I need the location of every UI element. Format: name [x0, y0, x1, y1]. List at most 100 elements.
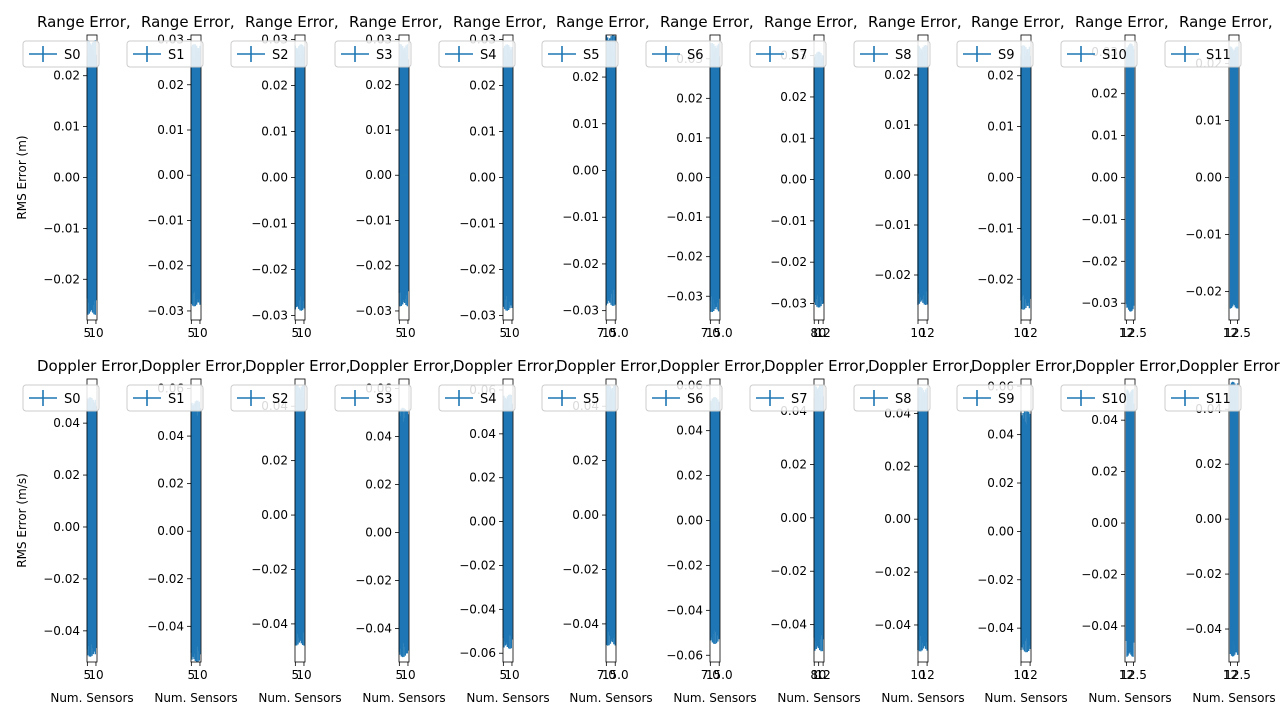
subplot-title: Doppler Error, — [453, 357, 558, 375]
subplot-doppler-2: Doppler Error,−0.04−0.020.000.020.04510N… — [230, 357, 350, 705]
y-tick-label: −0.02 — [1081, 568, 1118, 582]
subplot-title: Doppler Error, — [37, 357, 142, 375]
legend: S5 — [541, 40, 619, 68]
legend-box — [956, 40, 1034, 68]
legend: S7 — [749, 40, 827, 68]
legend: S3 — [334, 40, 412, 68]
y-tick-label: 0.02 — [780, 90, 807, 104]
y-tick-label: 0.00 — [157, 524, 184, 538]
y-tick-label: 0.02 — [469, 79, 496, 93]
x-tick-label: 5 — [396, 326, 404, 340]
y-tick-label: −0.02 — [355, 573, 392, 587]
axes-frame — [398, 378, 410, 663]
x-tick-label: 5 — [500, 326, 508, 340]
legend: S8 — [853, 384, 931, 412]
y-tick-label: 0.02 — [1195, 457, 1222, 471]
y-tick-label: −0.04 — [1081, 619, 1118, 633]
y-tick-label: 0.02 — [676, 469, 703, 483]
subplot-range-1: Range Error,−0.03−0.02−0.010.000.010.020… — [126, 13, 235, 340]
x-tick-label: 12 — [1119, 668, 1134, 682]
axes-frame — [605, 34, 617, 321]
legend-box — [853, 384, 931, 412]
y-tick-label: 0.00 — [365, 525, 392, 539]
x-tick-label: 10 — [811, 326, 826, 340]
y-tick-label: −0.03 — [666, 289, 703, 303]
x-axis-label: Num. Sensors — [984, 691, 1067, 705]
x-axis-label: Num. Sensors — [673, 691, 756, 705]
axes-frame — [917, 34, 929, 321]
y-tick-label: −0.06 — [666, 648, 703, 662]
y-tick-label: 0.01 — [572, 117, 599, 131]
legend-label: S9 — [998, 392, 1015, 407]
y-tick-label: 0.00 — [1195, 171, 1222, 185]
x-axis-label: Num. Sensors — [362, 691, 445, 705]
x-tick-label: 15.0 — [706, 326, 733, 340]
subplot-range-2: Range Error,−0.03−0.02−0.010.000.010.020… — [230, 13, 339, 340]
legend-box — [956, 384, 1034, 412]
legend: S5 — [541, 384, 619, 412]
axes-frame — [1124, 378, 1136, 663]
legend: S7 — [749, 384, 827, 412]
y-tick-label: 0.02 — [261, 454, 288, 468]
axes-frame — [190, 378, 202, 663]
x-tick-label: 5 — [292, 326, 300, 340]
y-tick-label: 0.00 — [469, 515, 496, 529]
y-tick-label: 0.02 — [469, 471, 496, 485]
y-tick-label: −0.02 — [874, 565, 911, 579]
y-tick-label: 0.02 — [676, 91, 703, 105]
axes-frame — [294, 378, 306, 663]
y-tick-label: 0.04 — [469, 427, 496, 441]
y-tick-label: 0.00 — [1091, 171, 1118, 185]
axes-frame — [86, 378, 98, 663]
x-tick-label: 5 — [188, 668, 196, 682]
y-tick-label: −0.02 — [459, 558, 496, 572]
legend-label: S2 — [272, 48, 289, 63]
legend-box — [541, 40, 619, 68]
legend-box — [438, 384, 516, 412]
y-tick-label: −0.04 — [459, 602, 496, 616]
y-tick-label: −0.03 — [251, 308, 288, 322]
y-tick-label: −0.02 — [666, 558, 703, 572]
x-tick-label: 10 — [88, 668, 103, 682]
y-tick-label: −0.02 — [770, 255, 807, 269]
legend-box — [749, 40, 827, 68]
y-tick-label: 0.01 — [780, 131, 807, 145]
x-tick-label: 5 — [84, 326, 92, 340]
subplot-range-0: Range Error, −0.02 −0.01 0.00 0.01 0.02 510 RMS… — [15, 13, 131, 340]
x-tick-label: 12 — [1022, 326, 1037, 340]
x-tick-label: 10 — [296, 326, 311, 340]
subplot-title: Doppler Error, — [868, 357, 973, 375]
y-tick-label: −0.01 — [770, 214, 807, 228]
y-tick-label: 0.00 — [572, 508, 599, 522]
x-tick-label: 10 — [192, 326, 207, 340]
legend-label: S10 — [1102, 48, 1127, 63]
legend: S4 — [438, 40, 516, 68]
y-tick-label: 0.04 — [53, 416, 80, 430]
legend-label: S5 — [583, 48, 600, 63]
x-tick-label: 12 — [919, 668, 934, 682]
legend-box — [334, 384, 412, 412]
subplot-title: Range Error, — [1075, 13, 1169, 31]
legend: S6 — [645, 40, 723, 68]
y-tick-label: 0.02 — [157, 477, 184, 491]
x-axis-label: Num. Sensors — [466, 691, 549, 705]
y-tick-label: −0.02 — [459, 262, 496, 276]
legend-box — [1060, 40, 1138, 68]
y-tick-label: −0.04 — [355, 621, 392, 635]
legend: S2 — [230, 40, 308, 68]
y-tick-label: 0.00 — [780, 173, 807, 187]
x-tick-label: 10 — [504, 326, 519, 340]
y-tick-label: 0.02 — [884, 459, 911, 473]
x-axis-label: Num. Sensors — [777, 691, 860, 705]
legend-label: S2 — [272, 392, 289, 407]
subplot-title: Doppler Error, — [764, 357, 869, 375]
x-tick-label: 7.0 — [701, 668, 720, 682]
y-tick-label: 0.04 — [987, 428, 1014, 442]
x-tick-label: 10 — [296, 668, 311, 682]
y-tick-label: 0.00 — [572, 163, 599, 177]
y-tick-label: −0.02 — [977, 272, 1014, 286]
y-tick-label: −0.04 — [562, 617, 599, 631]
axes-frame — [917, 378, 929, 663]
subplot-title: Range Error, — [245, 13, 339, 31]
y-tick-label: −0.03 — [147, 304, 184, 318]
